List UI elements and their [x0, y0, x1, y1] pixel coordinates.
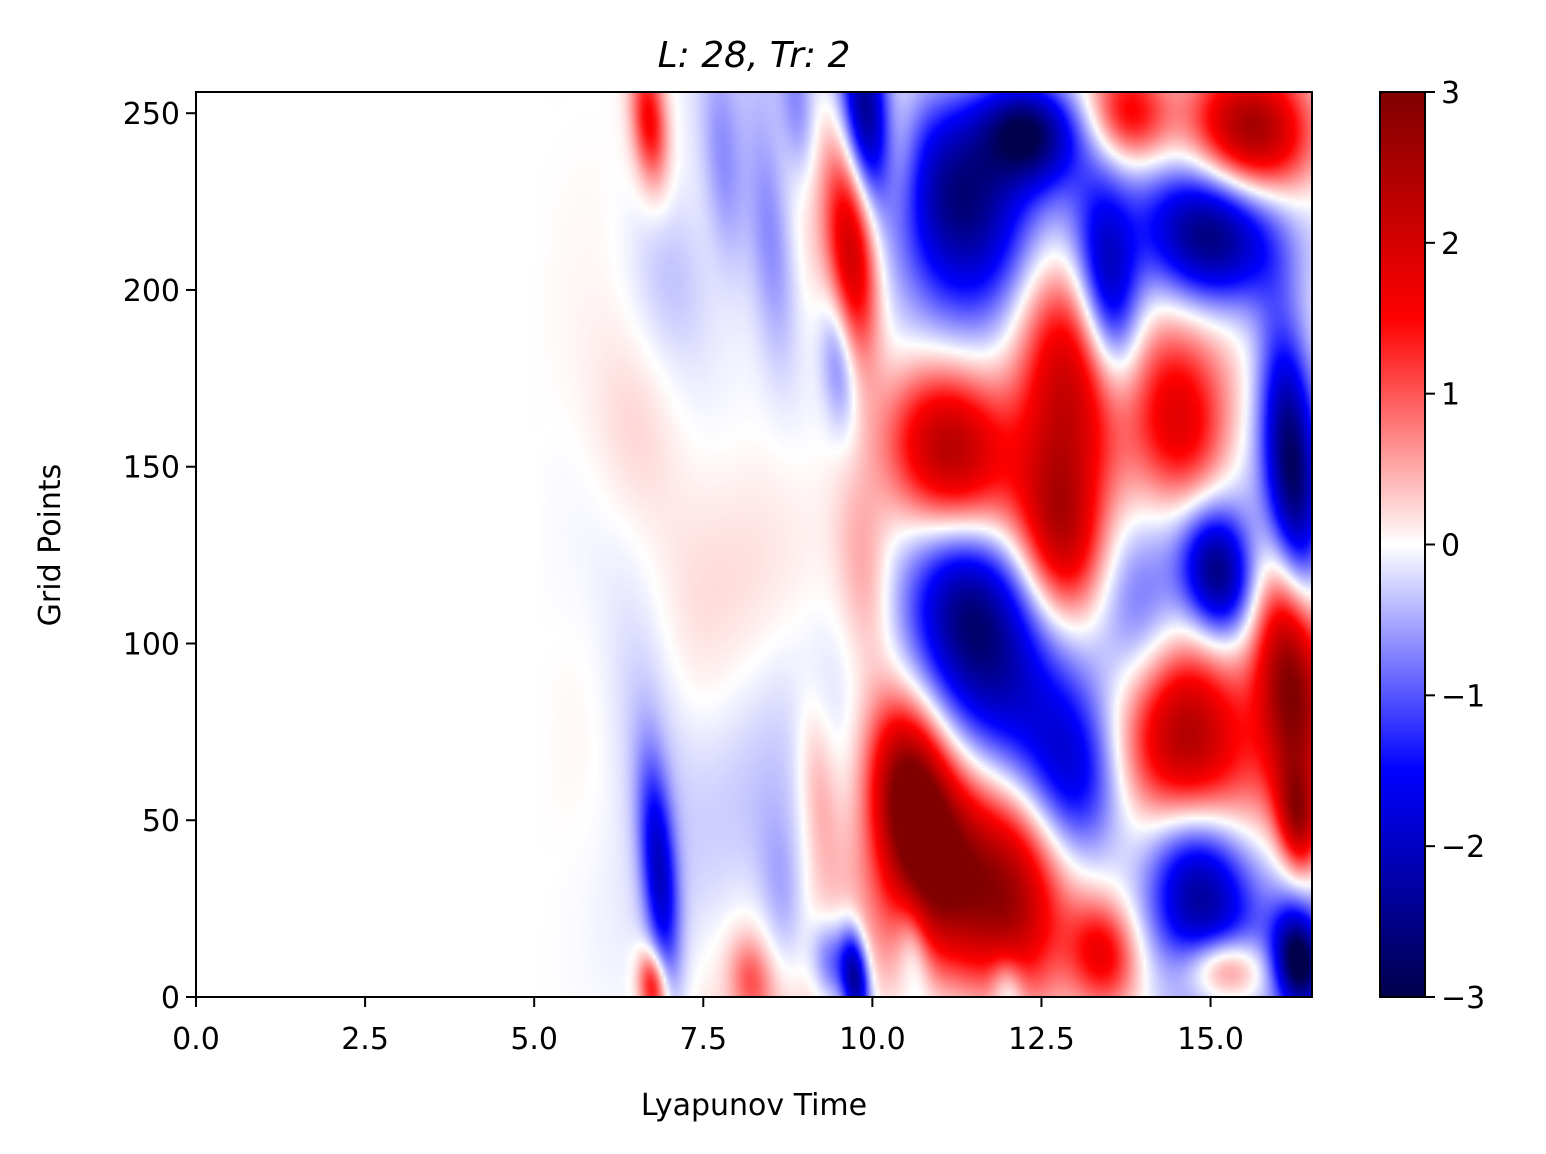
- colorbar-tick-label: 2: [1441, 227, 1460, 262]
- colorbar-tick-label: 1: [1441, 378, 1460, 413]
- colorbar-tick-label: −1: [1441, 679, 1485, 714]
- x-tick-label: 0.0: [172, 1022, 220, 1057]
- y-axis-label: Grid Points: [33, 464, 68, 627]
- heatmap-field: [196, 92, 1312, 997]
- colorbar: [1379, 91, 1426, 998]
- x-tick-label: 10.0: [839, 1022, 906, 1057]
- colorbar-ticks: 3 2 1 0 −1 −2 −3: [1425, 76, 1485, 1016]
- y-tick-label: 50: [142, 804, 180, 839]
- y-tick-label: 0: [161, 981, 180, 1016]
- colorbar-tick-label: −3: [1441, 981, 1485, 1016]
- colorbar-tick-label: 3: [1441, 76, 1460, 111]
- x-tick-label: 7.5: [679, 1022, 727, 1057]
- x-tick-label: 2.5: [341, 1022, 389, 1057]
- colorbar-tick-label: −2: [1441, 830, 1485, 865]
- plot-frame: [195, 91, 1313, 998]
- y-tick-label: 250: [123, 97, 180, 132]
- x-tick-label: 15.0: [1177, 1022, 1244, 1057]
- y-axis-ticks: 0 50 100 150 200 250: [123, 97, 196, 1016]
- x-tick-label: 12.5: [1008, 1022, 1075, 1057]
- y-tick-label: 200: [123, 274, 180, 309]
- colorbar-tick-label: 0: [1441, 529, 1460, 564]
- y-tick-label: 150: [123, 451, 180, 486]
- chart-title: L: 28, Tr: 2: [658, 35, 851, 76]
- x-tick-label: 5.0: [510, 1022, 558, 1057]
- heatmap-raster: [196, 92, 1312, 997]
- x-axis-ticks: 0.0 2.5 5.0 7.5 10.0 12.5 15.0: [172, 997, 1244, 1057]
- x-axis-label: Lyapunov Time: [641, 1088, 867, 1123]
- y-tick-label: 100: [123, 627, 180, 662]
